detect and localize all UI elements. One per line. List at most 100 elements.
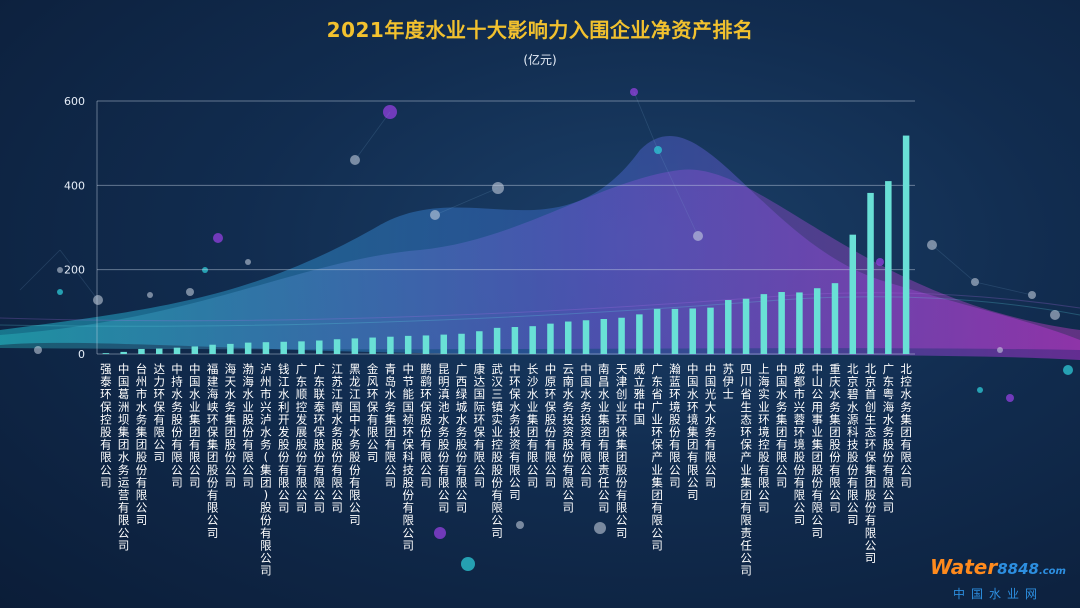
bar[interactable] xyxy=(885,181,892,354)
logo-brand-num: 8848 xyxy=(997,560,1039,578)
bar[interactable] xyxy=(440,334,448,354)
logo-brand-main: Water xyxy=(930,555,998,579)
chart-unit-label: (亿元) xyxy=(523,53,557,67)
x-tick-label: 青岛水务集团有限公司 xyxy=(385,362,397,489)
bar[interactable] xyxy=(529,326,536,354)
y-tick-label: 200 xyxy=(64,264,85,277)
x-tick-label: 海天水务集团股份公司 xyxy=(225,362,237,489)
bar[interactable] xyxy=(244,342,252,354)
bar[interactable] xyxy=(796,292,803,354)
bar[interactable] xyxy=(813,288,821,354)
bar[interactable] xyxy=(387,336,394,354)
x-tick-label: 江苏江南水务股份有限公司 xyxy=(331,362,343,515)
x-tick-label: 中国水务集团有限公司 xyxy=(776,362,788,489)
bar[interactable] xyxy=(262,342,270,354)
x-tick-label: 台州市水务集团股份有限公司 xyxy=(136,362,148,527)
x-tick-label: 福建海峡环保集团股份有限公司 xyxy=(207,362,219,540)
bar[interactable] xyxy=(155,348,163,354)
bar[interactable] xyxy=(333,339,341,354)
x-tick-label: 北控水务集团有限公司 xyxy=(900,362,912,489)
bar[interactable] xyxy=(476,331,483,354)
x-tick-label: 康达国际环保有限公司 xyxy=(474,362,486,489)
x-tick-label: 北京碧水源科技股份有限公司 xyxy=(847,362,859,527)
x-tick-label: 金风环保有限公司 xyxy=(367,362,379,464)
bar[interactable] xyxy=(831,283,839,354)
bar[interactable] xyxy=(902,135,910,354)
bar[interactable] xyxy=(493,327,501,354)
bar[interactable] xyxy=(404,335,412,354)
x-tick-label: 达力环保有限公司 xyxy=(153,362,165,464)
bar[interactable] xyxy=(209,344,216,354)
bar[interactable] xyxy=(138,348,145,354)
x-tick-label: 南昌水业集团有限责任公司 xyxy=(598,362,610,515)
bar[interactable] xyxy=(849,234,857,354)
bar[interactable] xyxy=(511,327,519,354)
x-tick-label: 中环保水务投资有限公司 xyxy=(509,362,521,502)
x-tick-label: 苏伊士 xyxy=(723,362,735,401)
x-tick-label: 强泰环保控股有限公司 xyxy=(100,362,112,489)
bar[interactable] xyxy=(458,333,465,354)
x-tick-label: 中国葛洲坝集团水务运营有限公司 xyxy=(118,362,130,552)
bar[interactable] xyxy=(102,353,110,354)
x-tick-label: 渤海水业股份有限公司 xyxy=(242,362,254,489)
bar[interactable] xyxy=(707,307,714,354)
bar[interactable] xyxy=(600,319,608,354)
chart-title: 2021年度水业十大影响力入围企业净资产排名 xyxy=(326,18,754,42)
bar[interactable] xyxy=(280,341,287,354)
bar[interactable] xyxy=(725,300,732,354)
bar[interactable] xyxy=(369,337,376,354)
x-tick-label: 中原环保股份有限公司 xyxy=(545,362,557,489)
x-tick-label: 瀚蓝环境股份有限公司 xyxy=(669,362,681,489)
x-tick-label: 北京首创生态环保集团股份有限公司 xyxy=(865,362,877,565)
x-tick-label: 广东联泰环保股份有限公司 xyxy=(314,362,326,515)
x-tick-label: 广东顺控发展股份有限公司 xyxy=(296,362,308,515)
x-tick-label: 成都市兴蓉环境股份有限公司 xyxy=(794,362,806,527)
x-tick-label: 广东省广业环保产业集团有限公司 xyxy=(651,362,663,552)
x-tick-label: 广东粤海水务股份有限公司 xyxy=(883,362,895,515)
x-tick-label: 长沙水业集团有限公司 xyxy=(527,362,539,489)
x-tick-label: 威立雅中国 xyxy=(634,362,646,426)
bar[interactable] xyxy=(867,192,874,354)
x-tick-label: 中国水业集团有限公司 xyxy=(189,362,201,489)
bar[interactable] xyxy=(618,317,625,354)
bar[interactable] xyxy=(760,294,768,354)
x-tick-label: 中山公用事业集团股份有限公司 xyxy=(811,362,823,540)
bar[interactable] xyxy=(671,308,679,354)
x-tick-label: 上海实业环境控股有限公司 xyxy=(758,362,770,515)
x-tick-label: 云南水务投资股份有限公司 xyxy=(562,362,574,515)
bar[interactable] xyxy=(120,351,127,354)
bar[interactable] xyxy=(422,335,430,354)
logo-brand: Water8848.com xyxy=(928,556,1068,583)
bar[interactable] xyxy=(742,298,750,354)
bar[interactable] xyxy=(191,346,199,354)
bar[interactable] xyxy=(316,340,323,354)
x-tick-label: 中持水务股份有限公司 xyxy=(171,362,183,489)
x-tick-label: 泸州市兴泸水务(集团)股份有限公司 xyxy=(260,362,272,578)
y-tick-label: 600 xyxy=(64,95,85,108)
bar[interactable] xyxy=(173,347,181,354)
y-tick-label: 0 xyxy=(78,348,85,361)
x-tick-label: 中国光大水务有限公司 xyxy=(705,362,717,489)
x-tick-label: 中国水环境集团有限公司 xyxy=(687,362,699,502)
x-tick-label: 四川省生态环保产业集团有限责任公司 xyxy=(740,362,752,578)
bar[interactable] xyxy=(582,320,590,354)
bar[interactable] xyxy=(564,321,572,354)
x-tick-label: 重庆水务集团股份有限公司 xyxy=(829,362,841,515)
x-tick-label: 黑龙江国中水务股份有限公司 xyxy=(349,362,361,527)
water8848-logo[interactable]: Water8848.com 中国水业网 xyxy=(928,556,1068,602)
logo-brand-cn: 中国水业网 xyxy=(952,587,1043,601)
bar[interactable] xyxy=(653,308,661,354)
x-tick-label: 钱江水利开发股份有限公司 xyxy=(278,362,290,515)
x-tick-label: 中节能国祯环保科技股份有限公司 xyxy=(402,362,414,552)
bar[interactable] xyxy=(351,338,359,354)
bar[interactable] xyxy=(298,341,305,354)
x-tick-label: 鹏鹞环保股份有限公司 xyxy=(420,362,432,489)
bar[interactable] xyxy=(689,308,696,354)
x-tick-label: 天津创业环保集团股份有限公司 xyxy=(616,362,628,540)
bar[interactable] xyxy=(547,323,554,354)
bar[interactable] xyxy=(636,314,643,354)
bar[interactable] xyxy=(778,292,785,354)
bar[interactable] xyxy=(227,343,234,354)
